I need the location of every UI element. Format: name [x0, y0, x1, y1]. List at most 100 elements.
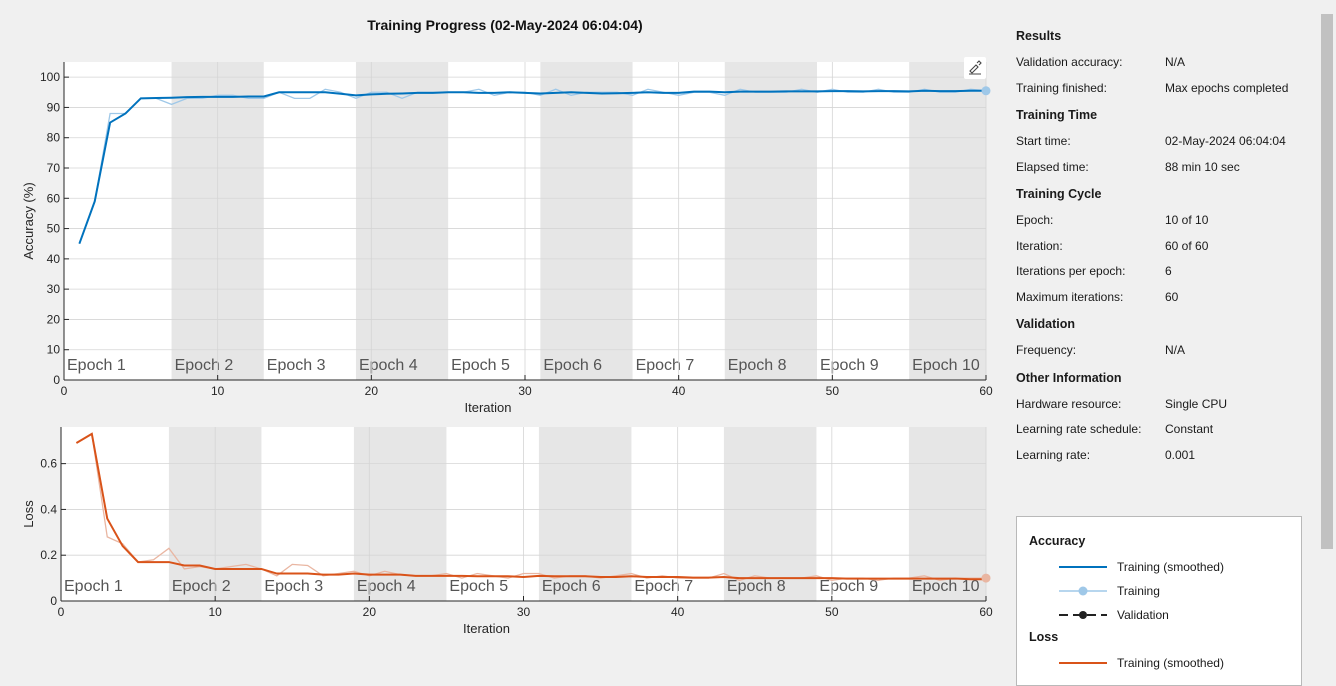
info-row: Iteration: 60 of 60: [1016, 236, 1316, 262]
legend-heading: Loss: [1029, 630, 1059, 644]
info-row: Start time: 02-May-2024 06:04:04: [1016, 131, 1316, 157]
info-row: Maximum iterations: 60: [1016, 287, 1316, 313]
epoch-label: Epoch 1: [64, 578, 123, 595]
legend-label: Training: [1117, 584, 1160, 598]
x-tick-label: 0: [61, 384, 68, 398]
epoch-label: Epoch 3: [264, 578, 323, 595]
info-key: Learning rate:: [1016, 447, 1091, 462]
y-tick-label: 60: [47, 191, 61, 205]
epoch-label: Epoch 4: [359, 357, 418, 374]
legend-line-icon: [1059, 611, 1107, 619]
info-value: 0.001: [1165, 447, 1196, 462]
series-line-smoothed: [75, 432, 986, 581]
y-tick-label: 70: [47, 161, 61, 175]
info-value: 60: [1165, 289, 1179, 304]
epoch-label: Epoch 7: [634, 578, 693, 595]
info-row: Learning rate schedule: Constant: [1016, 419, 1316, 445]
info-key: Frequency:: [1016, 343, 1077, 357]
x-tick-label: 40: [671, 605, 685, 619]
legend-panel: Accuracy Training (smoothed) Training Valid…: [1016, 516, 1302, 686]
export-plot-button[interactable]: [964, 57, 986, 79]
info-section-heading: Training Time: [1016, 108, 1098, 122]
info-key: Learning rate schedule:: [1016, 422, 1142, 436]
epoch-label: Epoch 5: [451, 357, 510, 374]
info-key: Start time:: [1016, 134, 1071, 148]
info-row: Frequency: N/A: [1016, 340, 1316, 366]
epoch-label: Epoch 4: [357, 578, 416, 595]
y-tick-label: 0: [50, 594, 57, 608]
epoch-label: Epoch 10: [912, 578, 980, 595]
y-tick-label: 90: [47, 100, 61, 114]
epoch-label: Epoch 9: [819, 578, 878, 595]
series-end-point: [981, 86, 991, 96]
legend-line-icon: [1059, 586, 1107, 596]
epoch-label: Epoch 1: [67, 357, 126, 374]
x-tick-label: 40: [672, 384, 686, 398]
series-line-training: [76, 432, 986, 582]
y-tick-label: 100: [40, 70, 60, 84]
info-value: Single CPU: [1165, 396, 1228, 411]
info-value: 10 of 10: [1165, 213, 1209, 227]
info-key: Iteration:: [1016, 238, 1063, 253]
epoch-band: [540, 62, 633, 380]
info-key: Hardware resource:: [1016, 396, 1122, 411]
training-info-panel: Results Validation accuracy: N/A Training f…: [1016, 24, 1316, 470]
series-end-point: [981, 573, 991, 583]
info-value: 6: [1165, 264, 1172, 278]
info-section-heading: Validation: [1016, 317, 1076, 331]
info-value: Max epochs completed: [1165, 80, 1289, 95]
legend-item: Validation: [1029, 603, 1301, 627]
y-tick-label: 50: [47, 222, 61, 236]
x-axis-label: Iteration: [465, 400, 512, 415]
legend-item: Training (smoothed): [1029, 651, 1301, 675]
info-key: Validation accuracy:: [1016, 55, 1123, 69]
y-tick-label: 0.6: [40, 457, 57, 471]
info-key: Iterations per epoch:: [1016, 264, 1126, 278]
x-axis-label: Iteration: [463, 621, 510, 636]
x-tick-label: 20: [365, 384, 379, 398]
scrollbar-thumb[interactable]: [1321, 14, 1333, 549]
info-row: Learning rate: 0.001: [1016, 445, 1316, 471]
x-tick-label: 50: [825, 605, 839, 619]
y-tick-label: 0.4: [40, 502, 57, 516]
info-section-heading: Results: [1016, 29, 1062, 43]
info-value: N/A: [1165, 55, 1186, 69]
epoch-label: Epoch 2: [172, 578, 231, 595]
training-plots: Epoch 1 Epoch 2 Epoch 3 Epoch 4 Epoch 5 Epoch…: [21, 62, 993, 636]
y-tick-label: 0: [53, 373, 60, 387]
x-tick-label: 10: [211, 384, 225, 398]
info-value: 88 min 10 sec: [1165, 159, 1240, 174]
x-tick-label: 50: [826, 384, 840, 398]
y-tick-label: 30: [47, 282, 61, 296]
x-tick-label: 60: [979, 605, 993, 619]
legend-line-icon: [1059, 662, 1107, 664]
epoch-label: Epoch 9: [820, 357, 879, 374]
legend-label: Validation: [1117, 608, 1169, 622]
x-tick-label: 20: [363, 605, 377, 619]
legend-label: Training (smoothed): [1117, 656, 1224, 670]
y-tick-label: 40: [47, 252, 61, 266]
epoch-label: Epoch 6: [543, 357, 602, 374]
x-tick-label: 0: [58, 605, 65, 619]
epoch-label: Epoch 5: [449, 578, 508, 595]
info-key: Training finished:: [1016, 80, 1107, 95]
legend-label: Training (smoothed): [1117, 560, 1224, 574]
y-axis-label: Loss: [21, 500, 36, 528]
info-row: Iterations per epoch: 6: [1016, 261, 1316, 287]
info-row: Validation accuracy: N/A: [1016, 52, 1316, 78]
info-key: Maximum iterations:: [1016, 289, 1124, 304]
info-value: Constant: [1165, 422, 1214, 436]
info-section-heading: Training Cycle: [1016, 187, 1102, 201]
series-line-smoothed: [78, 89, 986, 245]
legend-item: Training: [1029, 579, 1301, 603]
info-row: Hardware resource: Single CPU: [1016, 394, 1316, 420]
info-row: Epoch: 10 of 10: [1016, 210, 1316, 236]
epoch-band: [723, 427, 817, 601]
y-tick-label: 20: [47, 312, 61, 326]
epoch-label: Epoch 10: [912, 357, 980, 374]
epoch-band: [538, 427, 632, 601]
legend-heading: Accuracy: [1029, 534, 1086, 548]
y-tick-label: 0.2: [40, 548, 57, 562]
info-section-heading: Other Information: [1016, 370, 1122, 385]
info-key: Elapsed time:: [1016, 159, 1089, 174]
